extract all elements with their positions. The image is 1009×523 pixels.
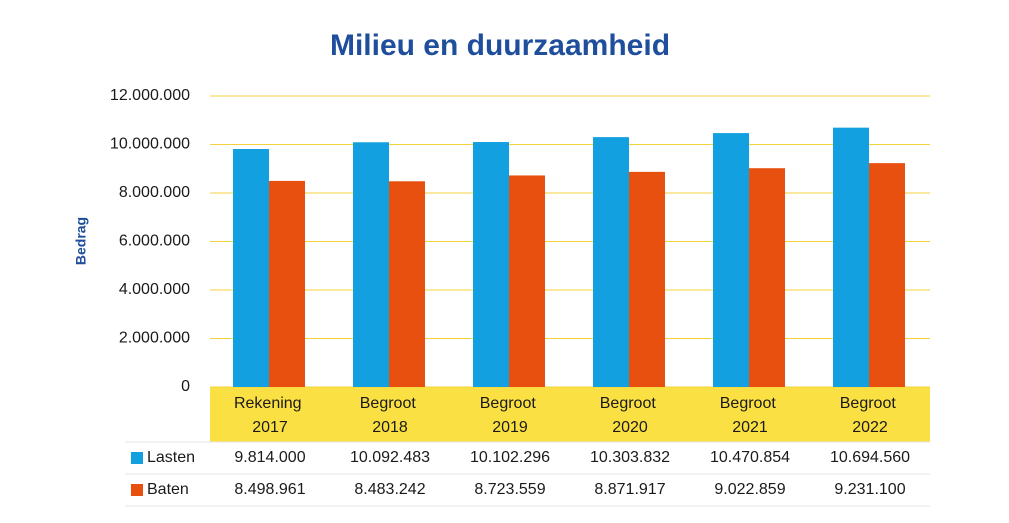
legend-swatch — [131, 484, 143, 496]
table-value: 8.498.961 — [234, 481, 305, 498]
table-value: 9.022.859 — [714, 481, 785, 498]
table-value: 10.470.854 — [710, 449, 790, 466]
bar — [593, 137, 629, 387]
x-tick-line: 2019 — [492, 419, 528, 436]
x-tick-line: Begroot — [600, 395, 660, 412]
bar — [473, 142, 509, 387]
x-tick-label: Begroot 2018 — [360, 395, 420, 436]
x-tick-line: Begroot — [360, 395, 420, 412]
y-tick-label: 6.000.000 — [119, 233, 190, 250]
y-tick-label: 10.000.000 — [110, 136, 190, 153]
table-value: 10.694.560 — [830, 449, 910, 466]
y-tick-label: 4.000.000 — [119, 281, 190, 298]
y-tick-label: 12.000.000 — [110, 87, 190, 104]
legend-label: Lasten — [147, 449, 195, 466]
table-value: 10.102.296 — [470, 449, 550, 466]
bar — [749, 168, 785, 387]
x-tick-line: Begroot — [480, 395, 540, 412]
bar — [629, 171, 665, 387]
x-tick-line: 2020 — [612, 419, 648, 436]
x-tick-line: Rekening — [234, 395, 306, 412]
category-band — [210, 387, 930, 442]
bar — [833, 127, 869, 387]
x-tick-line: Begroot — [840, 395, 900, 412]
table-value: 10.092.483 — [350, 449, 430, 466]
x-tick-label: Rekening 2017 — [234, 395, 306, 436]
legend-label: Baten — [147, 481, 189, 498]
x-tick-label: Begroot 2020 — [600, 395, 660, 436]
bar — [509, 175, 545, 387]
x-tick-line: 2021 — [732, 419, 768, 436]
table-value: 8.871.917 — [594, 481, 665, 498]
legend-swatch — [131, 452, 143, 464]
bar — [353, 142, 389, 387]
bar — [389, 181, 425, 387]
x-tick-line: Begroot — [720, 395, 780, 412]
x-tick-label: Begroot 2021 — [720, 395, 780, 436]
x-tick-line: 2017 — [252, 419, 288, 436]
x-tick-line: 2018 — [372, 419, 408, 436]
y-tick-label: 2.000.000 — [119, 330, 190, 347]
table-value: 8.483.242 — [354, 481, 425, 498]
bar — [269, 180, 305, 387]
table-value: 9.231.100 — [834, 481, 905, 498]
chart-title: Milieu en duurzaamheid — [330, 29, 670, 62]
x-tick-line: 2022 — [852, 419, 888, 436]
y-tick-label: 0 — [181, 378, 190, 395]
x-tick-label: Begroot 2019 — [480, 395, 540, 436]
bar — [233, 149, 269, 387]
x-tick-label: Begroot 2022 — [840, 395, 900, 436]
table-value: 9.814.000 — [234, 449, 305, 466]
y-tick-label: 8.000.000 — [119, 184, 190, 201]
table-value: 8.723.559 — [474, 481, 545, 498]
bar — [869, 163, 905, 387]
table-value: 10.303.832 — [590, 449, 670, 466]
bar — [713, 133, 749, 387]
y-axis-label: Bedrag — [73, 217, 89, 265]
